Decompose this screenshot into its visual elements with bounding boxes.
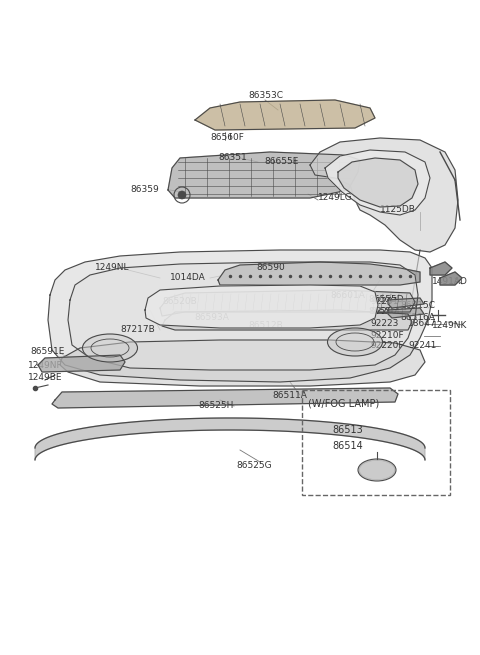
Text: 86525G: 86525G: [236, 460, 272, 470]
Text: 92202: 92202: [370, 307, 398, 316]
Ellipse shape: [327, 328, 383, 356]
Text: 86512B: 86512B: [248, 322, 283, 331]
Text: 86359: 86359: [130, 185, 159, 195]
Polygon shape: [35, 418, 425, 460]
Text: 87217B: 87217B: [120, 326, 155, 335]
Polygon shape: [160, 290, 415, 316]
Bar: [302, 390, 450, 495]
Ellipse shape: [359, 460, 395, 480]
Text: 86515C: 86515C: [400, 301, 435, 310]
Polygon shape: [168, 152, 360, 198]
Ellipse shape: [83, 334, 137, 362]
Text: 92223: 92223: [370, 320, 398, 329]
Text: 1249BE: 1249BE: [28, 373, 62, 383]
Text: 86555D: 86555D: [368, 295, 404, 305]
Text: 86655E: 86655E: [264, 157, 299, 166]
Polygon shape: [68, 262, 418, 370]
Polygon shape: [388, 308, 424, 318]
Text: 1014DA: 1014DA: [170, 274, 206, 282]
Text: (W/FOG LAMP): (W/FOG LAMP): [308, 399, 379, 409]
Text: 86525H: 86525H: [198, 402, 233, 411]
Text: 92241: 92241: [408, 341, 436, 350]
Polygon shape: [310, 138, 458, 252]
Polygon shape: [440, 272, 462, 285]
Polygon shape: [60, 340, 425, 386]
Text: 86516A: 86516A: [400, 314, 435, 322]
Polygon shape: [325, 150, 430, 215]
Polygon shape: [388, 298, 424, 308]
Text: 86520B: 86520B: [162, 297, 197, 307]
Text: 92201: 92201: [370, 297, 398, 307]
Text: 86513: 86513: [332, 425, 363, 435]
Polygon shape: [52, 388, 398, 408]
Text: 86601A: 86601A: [330, 291, 365, 299]
Polygon shape: [338, 158, 418, 207]
Polygon shape: [218, 262, 420, 285]
Polygon shape: [430, 262, 452, 275]
Text: 92210F: 92210F: [370, 331, 404, 341]
Text: 1491AD: 1491AD: [432, 278, 468, 286]
Text: 86590: 86590: [256, 263, 285, 272]
Text: 1249NL: 1249NL: [95, 263, 130, 272]
Text: 1125DB: 1125DB: [380, 206, 416, 214]
Polygon shape: [38, 355, 125, 372]
Polygon shape: [195, 100, 375, 130]
Circle shape: [178, 191, 186, 199]
Text: 86514: 86514: [332, 441, 363, 451]
Text: 1249NK: 1249NK: [432, 320, 468, 329]
Text: 1249LG: 1249LG: [318, 193, 353, 202]
Polygon shape: [145, 285, 378, 328]
Polygon shape: [162, 310, 412, 330]
Text: 92220F: 92220F: [370, 341, 404, 350]
Text: 86560F: 86560F: [210, 134, 244, 143]
Text: 18647: 18647: [408, 320, 437, 329]
Text: 86353C: 86353C: [248, 92, 283, 100]
Text: 86591E: 86591E: [30, 348, 64, 356]
Text: 86593A: 86593A: [194, 314, 229, 322]
Text: 1249NF: 1249NF: [28, 362, 62, 371]
Polygon shape: [48, 250, 432, 382]
Text: 86556D: 86556D: [368, 307, 404, 316]
Text: 86351: 86351: [218, 153, 247, 162]
Text: 86511A: 86511A: [272, 390, 307, 400]
